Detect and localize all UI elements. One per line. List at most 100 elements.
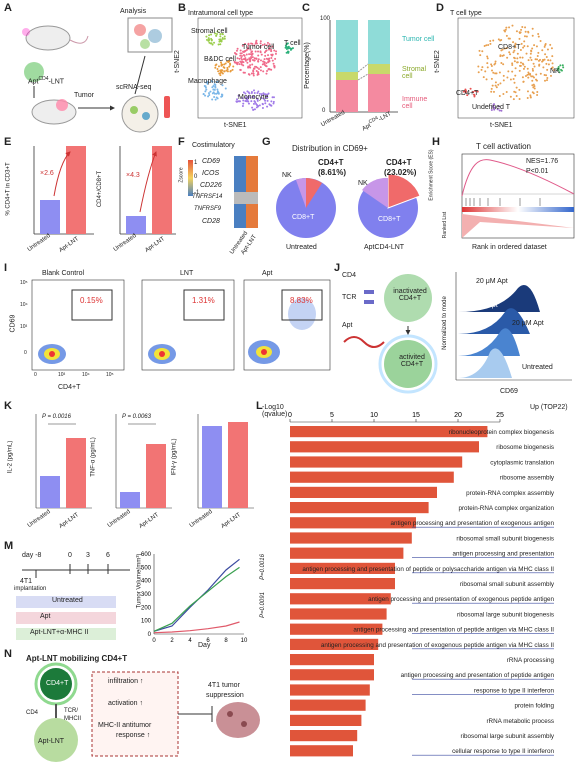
tsne-point [512,41,515,44]
gene-tnfrsf14: TNFRSF14 [192,194,223,200]
tsne-point [489,40,492,43]
gene-cd28: CD28 [202,218,220,225]
tsne-point [529,52,532,55]
tsne-point [215,92,218,95]
tumor-label: Tumor [74,92,94,99]
tsne-point [242,61,245,64]
tsne-point [549,74,552,77]
tsne-point [485,44,488,47]
tick-0: 0 [322,108,326,114]
ifn-bar-untreated [202,426,222,508]
tsne-point [216,88,219,91]
tsne-point [486,55,489,58]
tsne-point [257,60,260,63]
tsne-point [498,71,501,74]
tsne-point [533,87,536,90]
gene-cd69: CD69 [202,158,220,165]
hist-label-4: Untreated [522,364,553,371]
tsne-point [238,57,241,60]
tsne-point [233,52,236,55]
tsne-point [512,98,515,101]
tsne-point [474,90,477,93]
tsne-point [490,77,493,80]
tsne-point [511,64,514,67]
tsne-point [273,49,276,52]
go-bar [290,714,362,726]
tsne-point [557,69,560,72]
tsne-point [252,72,255,75]
tsne-point [240,56,243,59]
flow-ytick-1: 10⁵ [20,280,28,286]
tsne-point [493,106,496,109]
tsne-point [545,74,548,77]
cluster-label-cd4: CD4+T [456,90,479,97]
ifn-ylabel: IFN-γ (pg/mL) [171,438,178,476]
tsne-point [221,38,224,41]
tsne-point [525,52,528,55]
tsne-point [515,86,518,89]
tsne-point [509,78,512,81]
tsne-point [532,92,535,95]
tsne-point [491,69,494,72]
tsne-point [219,72,222,75]
tsne-point [508,26,511,29]
tsne-point [478,49,481,52]
j-active-label: activited CD4+T [399,354,425,368]
tsne-point [249,96,252,99]
tsne-point [241,104,244,107]
go-axis-label: -Log10 (qvalue) [262,404,288,418]
go-bar [290,532,412,544]
tsne-point [254,42,257,45]
tsne-point [219,61,222,64]
tsne-point [535,45,538,48]
flow-pct-apt: 8.83% [290,296,313,305]
panel-letter-a: A [4,2,12,14]
g-right-label: AptCD4-LNT [364,244,405,251]
tsne-point [264,99,267,102]
tsne-point [251,42,254,45]
tsne-point [239,60,242,63]
tsne-point [220,39,223,42]
tsne-point [255,57,258,60]
tsne-point [221,93,224,96]
growth-ytick: 300 [141,592,152,598]
tsne-point [512,77,515,80]
tsne-point [237,100,240,103]
tsne-point [480,68,483,71]
growth-xtick: 0 [152,638,156,644]
il2-pvalue: P = 0.0016 [42,414,71,420]
growth-ytick: 200 [141,605,152,611]
cytokine-bars [35,414,254,509]
n-effect-infiltration: infiltration ↑ [108,678,144,685]
bar-untreated-immune [336,80,358,112]
n-outcome: 4T1 tumor [208,682,240,689]
flow-pct-blank: 0.15% [80,296,103,305]
go-axis-tick: 0 [288,412,292,419]
tsne-point [211,80,214,83]
cluster-label-monocyte: Monocyte [238,94,269,101]
legend-mhc: Apt-LNT+α-MHC II [30,629,89,636]
summary-illustration [34,662,260,762]
n-cd4: CD4 [26,710,39,716]
flow-xlabel: CD4+T [58,384,81,391]
tsne-point [271,53,274,56]
tsne-point [265,62,268,65]
tsne-point [546,76,549,79]
tsne-point [251,56,254,59]
bar-e2-untreated [126,216,146,234]
tsne-point [561,64,564,67]
g-right-cd8: CD8+T [378,216,401,223]
tsne-point [211,43,214,46]
tsne-point [493,108,496,111]
tsne-point [249,60,252,63]
timeline-day-6: 6 [106,552,110,559]
tsne-point [256,92,259,95]
tsne-point [516,52,519,55]
legend-apt: Apt [40,613,51,620]
tsne-point [206,81,209,84]
growth-line [153,566,240,632]
flow-title-apt: Apt [262,270,273,277]
tsne-point [217,65,220,68]
tsne-point [246,58,249,61]
go-term-label: antigen processing and presentation of e… [321,642,554,649]
